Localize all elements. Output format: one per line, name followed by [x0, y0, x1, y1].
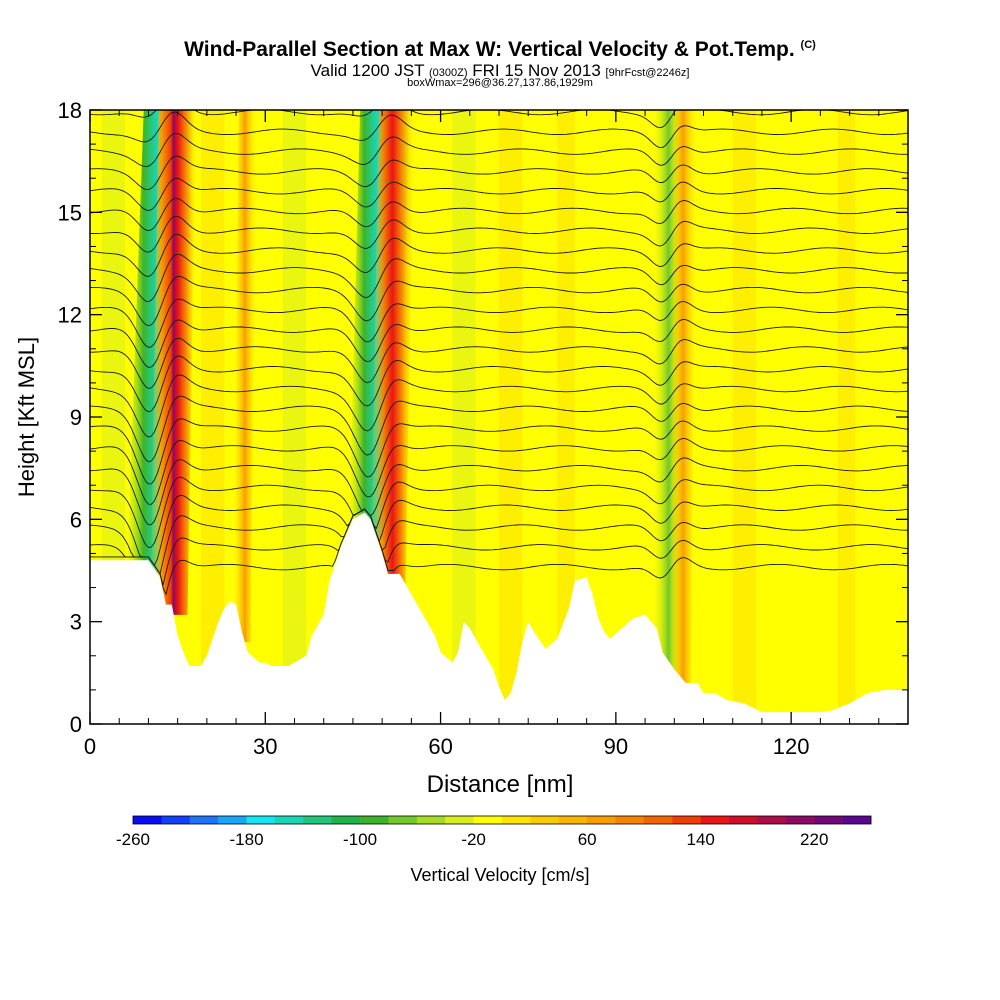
colorbar-swatch: [700, 816, 730, 824]
y-tick-label: 6: [70, 507, 82, 532]
theta-contour: [90, 111, 908, 149]
theta-contour: [90, 337, 908, 389]
colorbar-swatch: [558, 816, 588, 824]
x-tick-label: 60: [428, 734, 452, 759]
colorbar-swatch: [757, 816, 787, 824]
colorbar: -260 -180 -100 -20 60 140 220: [116, 815, 872, 849]
colorbar-frame: [132, 815, 872, 825]
background-band: [557, 110, 575, 724]
background-band: [732, 110, 757, 724]
theta-contour: [90, 476, 908, 548]
colorbar-tick-label: 220: [800, 830, 828, 849]
x-tick-label: 0: [84, 734, 96, 759]
theta-contour: [90, 374, 908, 438]
colorbar-swatch: [615, 816, 645, 824]
theta-contour: [90, 395, 908, 463]
background-band: [282, 110, 307, 724]
colorbar-swatch: [587, 816, 616, 824]
colorbar-swatch: [218, 816, 247, 824]
colorbar-swatch: [729, 816, 758, 824]
theta-contour: [90, 318, 908, 368]
colorbar-swatch: [388, 816, 418, 824]
y-tick-label: 15: [58, 200, 82, 225]
theta-contour: [90, 457, 908, 526]
y-tick-label: 12: [58, 303, 82, 328]
colorbar-swatch: [416, 816, 446, 824]
x-axis-label: Distance [nm]: [427, 771, 574, 798]
colorbar-swatch: [672, 816, 701, 824]
colorbar-swatch: [246, 816, 276, 824]
axes: 0 30 60 90 120 0 3 6 9 12 15 18: [58, 98, 909, 759]
colorbar-swatch: [303, 816, 332, 824]
colorbar-swatch: [530, 816, 560, 824]
theta-contour: [90, 233, 908, 277]
colorbar-tick-label: -260: [116, 830, 150, 849]
terrain-mask: [90, 512, 908, 724]
colorbar-label: Vertical Velocity [cm/s]: [410, 865, 589, 885]
colorbar-swatch: [360, 816, 389, 824]
chart-title: Wind-Parallel Section at Max W: Vertical…: [184, 38, 816, 61]
colorbar-swatch: [785, 816, 815, 824]
colorbar-swatch: [643, 816, 673, 824]
x-tick-label: 30: [253, 734, 277, 759]
background-band: [499, 110, 523, 724]
theta-contour: [90, 508, 908, 596]
colorbar-swatch: [189, 816, 219, 824]
colorbar-swatch: [445, 816, 474, 824]
potential-temperature-contours: [90, 110, 908, 596]
theta-contour: [90, 132, 908, 168]
background-band: [452, 110, 476, 724]
theta-contour: [90, 177, 908, 211]
background-band: [201, 110, 225, 724]
theta-contour: [90, 197, 908, 232]
colorbar-tick-label: 140: [687, 830, 715, 849]
colorbar-swatch: [274, 816, 304, 824]
theta-contour: [90, 155, 908, 191]
theta-contour: [90, 437, 908, 505]
theta-contour: [90, 508, 908, 586]
chart-boxwmax: boxWmax=296@36.27,137.86,1929m: [407, 77, 593, 89]
background-band: [837, 110, 856, 724]
colorbar-swatch: [502, 816, 531, 824]
colorbar-swatch: [161, 816, 191, 824]
x-tick-label: 90: [604, 734, 628, 759]
theta-contour: [90, 508, 908, 575]
colorbar-swatch: [814, 816, 843, 824]
x-tick-label: 120: [773, 734, 810, 759]
colorbar-tick-label: -20: [461, 830, 486, 849]
theta-contour: [90, 494, 908, 567]
colorbar-swatch: [133, 816, 162, 824]
colorbar-tick-label: -100: [343, 830, 377, 849]
colorbar-swatch: [331, 816, 361, 824]
colorbar-tick-label: 60: [578, 830, 597, 849]
colorbar-swatch: [842, 816, 872, 824]
theta-contour: [90, 418, 908, 485]
colorbar-swatch: [473, 816, 503, 824]
y-tick-label: 18: [58, 98, 82, 123]
updraft-column: [150, 110, 197, 615]
theta-contour: [90, 276, 908, 327]
colorbar-tick-label: -180: [230, 830, 264, 849]
chart-subtitle: Valid 1200 JST (0300Z) FRI 15 Nov 2013 […: [310, 61, 690, 80]
theta-contour: [90, 253, 908, 303]
theta-contour: [90, 298, 908, 348]
y-tick-label: 0: [70, 712, 82, 737]
theta-contour: [90, 215, 908, 253]
y-tick-label: 9: [70, 405, 82, 430]
y-tick-label: 3: [70, 610, 82, 635]
theta-contour: [90, 355, 908, 413]
y-axis-label: Height [Kft MSL]: [14, 337, 39, 497]
